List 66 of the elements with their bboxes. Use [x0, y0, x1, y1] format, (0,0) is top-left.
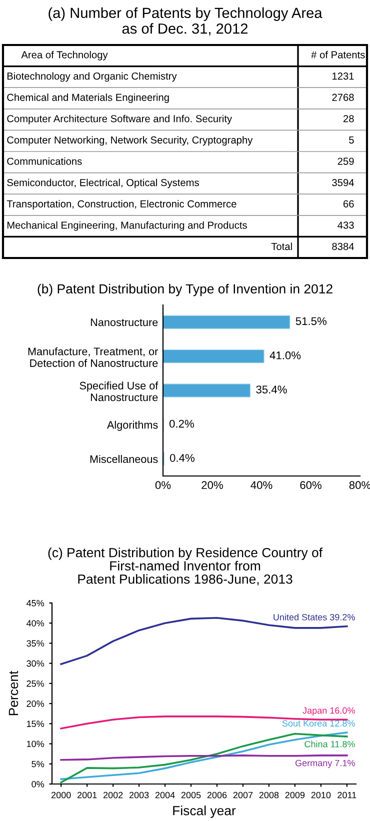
text: (a) Number of Patents by Technology Area as of Dec. 31, 2012 [48, 7, 322, 36]
y-tick-label: 25% [26, 680, 44, 687]
data-label: 41.0% [270, 351, 301, 360]
x-tick-label: 60% [300, 481, 322, 490]
y-axis-title: Percent [8, 670, 18, 716]
y-tick-label: 45% [26, 600, 44, 606]
x-tick-label: 2009 [285, 792, 305, 798]
x-tick-label: 2011 [338, 792, 356, 798]
data-label: 433 [338, 222, 354, 229]
x-axis-title: Fiscal year [173, 806, 236, 818]
category-label: Computer Networking, Network Security, Cryptography [7, 136, 253, 146]
y-tick-label: 15% [26, 720, 44, 728]
data-label: 66 [344, 200, 354, 208]
y-tick-label: 0% [32, 780, 44, 788]
text: Area of Technology [21, 50, 108, 60]
y-tick-label: 35% [26, 640, 44, 647]
text: # of Patents [311, 50, 365, 58]
text: Total [271, 242, 292, 250]
series-label: United States 39.2% [274, 614, 355, 620]
text: 8384 [332, 242, 354, 250]
y-tick-label: 40% [26, 620, 44, 626]
x-tick-label: 2002 [103, 792, 123, 798]
x-tick-label: 2000 [52, 792, 71, 798]
category-label: Transportation, Construction, Electronic Commerce [6, 200, 236, 210]
x-tick-label: 0% [155, 481, 171, 490]
data-label: 35.4% [256, 386, 287, 394]
data-label: 259 [338, 158, 354, 165]
data-label: 28 [343, 115, 354, 122]
x-tick-label: 2001 [77, 792, 97, 798]
chart-title: (b) Patent Distribution by Type of Invention in 2012 [38, 284, 332, 296]
y-tick-label: 5% [32, 760, 44, 768]
y-tick-label: Algorithms [106, 420, 158, 431]
chart-title: (c) Patent Distribution by Residence Country of First-named Inventor from Patent Publications 1986-June, 2013 [48, 548, 323, 586]
category-label: Chemical and Materials Engineering [7, 94, 169, 103]
y-tick-label: Miscellaneous [90, 454, 158, 463]
x-tick-label: 2007 [233, 792, 253, 798]
data-label: 3594 [332, 178, 354, 186]
x-tick-label: 2006 [207, 792, 227, 798]
data-label: 0.2% [169, 420, 194, 428]
x-tick-label: 2008 [259, 792, 279, 798]
data-label: 2768 [332, 94, 354, 101]
x-tick-label: 2005 [181, 792, 201, 798]
series-label: China 11.8% [304, 740, 355, 748]
y-tick-label: Manufacture, Treatment, or Detection of Nanostructure [28, 347, 158, 367]
series-label: Sout Korea 12.8% [282, 720, 355, 727]
x-tick-label: 2003 [129, 792, 149, 798]
y-tick-label: Nanostructure [90, 318, 158, 326]
series-label: Germany 7.1% [295, 760, 355, 768]
y-tick-label: 20% [26, 700, 44, 707]
data-label: 51.5% [296, 317, 326, 326]
data-label: 5 [349, 136, 354, 144]
y-tick-label: 30% [26, 660, 44, 667]
series-label: Japan 16.0% [302, 707, 355, 716]
x-tick-label: 2004 [155, 792, 175, 798]
data-label: 0.4% [170, 454, 194, 462]
y-tick-label: Specified Use of Nanostructure [80, 382, 158, 402]
category-label: Communications [7, 157, 82, 165]
category-label: Biotechnology and Organic Chemistry [7, 72, 177, 82]
x-tick-label: 20% [202, 481, 223, 490]
category-label: Mechanical Engineering, Manufacturing and Products [7, 221, 247, 231]
y-tick-label: 10% [26, 740, 44, 748]
data-label: 1231 [332, 72, 354, 80]
category-label: Computer Architecture Software and Info. Security [7, 114, 232, 124]
x-tick-label: 2010 [311, 792, 331, 798]
category-label: Semiconductor, Electrical, Optical Systems [7, 178, 199, 188]
x-tick-label: 40% [250, 481, 272, 490]
